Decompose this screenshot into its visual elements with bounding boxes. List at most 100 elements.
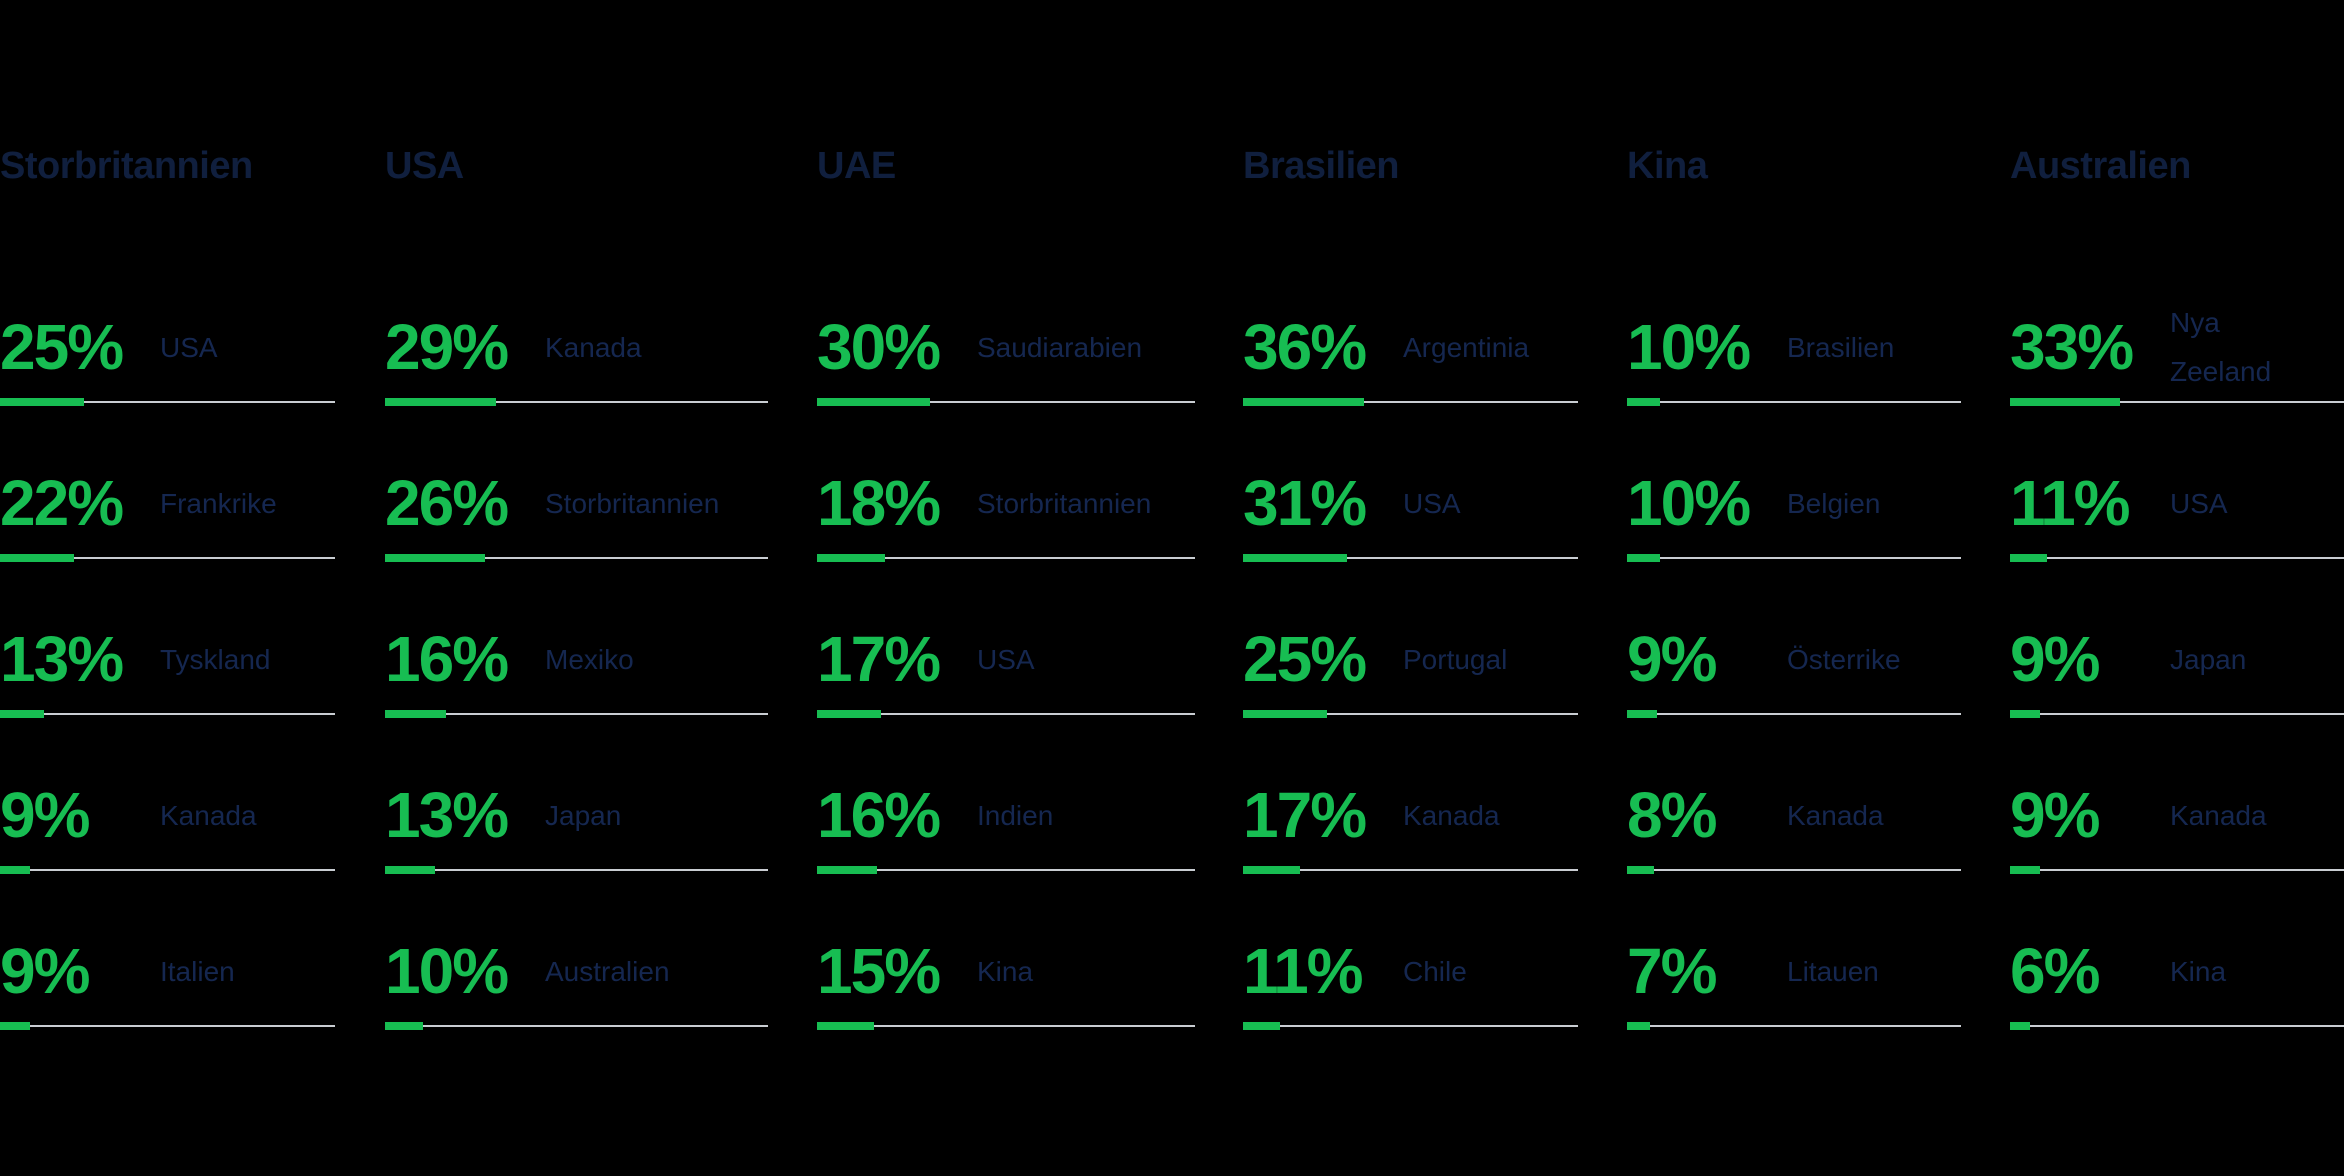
row-content: 25% USA [0, 302, 335, 392]
destination-label: Kanada [2170, 799, 2267, 831]
progress-track [1627, 713, 1961, 715]
progress-track [0, 557, 335, 559]
destination-label: Japan [2170, 643, 2247, 675]
column-header: UAE [817, 145, 896, 187]
row-content: 7% Litauen [1627, 926, 1961, 1016]
progress-track [2010, 869, 2344, 871]
destination-row: 9% Kanada [2010, 770, 2344, 874]
progress-track [385, 1025, 768, 1027]
destination-row: 6% Kina [2010, 926, 2344, 1030]
destination-label: Kina [2170, 955, 2227, 987]
progress-bar [1627, 554, 1961, 562]
percent-value: 9% [0, 935, 91, 1007]
destination-label: Indien [977, 799, 1054, 831]
destination-label: USA [160, 331, 218, 363]
percent-value: 25% [0, 311, 124, 383]
destination-label: Chile [1403, 955, 1467, 987]
progress-track [1627, 869, 1961, 871]
destination-row: 9% Österrike [1627, 614, 1961, 718]
destination-row: 22% Frankrike [0, 458, 335, 562]
destination-label: Japan [545, 799, 622, 831]
progress-track [2010, 401, 2344, 403]
progress-bar [1243, 398, 1578, 406]
row-content: 29% Kanada [385, 302, 768, 392]
progress-fill [1627, 1022, 1651, 1030]
progress-fill [817, 398, 931, 406]
progress-fill [0, 554, 74, 562]
country-column: UAE 30% Saudiarabien 18% Storbritannien 17% US… [817, 0, 1195, 1176]
destination-label: Storbritannien [545, 487, 720, 519]
progress-fill [2010, 554, 2047, 562]
destination-label: Brasilien [1787, 331, 1895, 363]
progress-fill [1243, 554, 1347, 562]
progress-fill [1627, 710, 1658, 718]
progress-fill [385, 1022, 424, 1030]
row-content: 10% Australien [385, 926, 768, 1016]
destination-row: 36% Argentinia [1243, 302, 1578, 406]
progress-bar [817, 1022, 1195, 1030]
column-header: Storbritannien [0, 145, 253, 187]
country-column: Storbritannien 25% USA 22% Frankrike 13% Tyskl… [0, 0, 335, 1176]
progress-track [2010, 1025, 2344, 1027]
progress-fill [1627, 398, 1661, 406]
progress-bar [817, 554, 1195, 562]
destination-label: Österrike [1787, 643, 1901, 675]
progress-bar [385, 398, 768, 406]
progress-fill [817, 1022, 874, 1030]
percent-value: 22% [0, 467, 124, 539]
progress-bar [0, 1022, 335, 1030]
destination-row: 18% Storbritannien [817, 458, 1195, 562]
percent-value: 9% [0, 779, 91, 851]
row-content: 9% Italien [0, 926, 335, 1016]
percent-value: 13% [385, 779, 509, 851]
country-column: USA 29% Kanada 26% Storbritannien 16% Mexiko 13… [385, 0, 768, 1176]
progress-fill [2010, 866, 2041, 874]
column-header: Australien [2010, 145, 2191, 187]
row-content: 36% Argentinia [1243, 302, 1578, 392]
percent-value: 9% [1627, 623, 1718, 695]
progress-track [1243, 869, 1578, 871]
destination-label: Frankrike [160, 487, 277, 519]
progress-track [1627, 1025, 1961, 1027]
progress-bar [817, 710, 1195, 718]
progress-bar [1243, 710, 1578, 718]
progress-track [817, 869, 1195, 871]
row-content: 11% Chile [1243, 926, 1578, 1016]
progress-fill [817, 710, 882, 718]
destination-label: Mexiko [545, 643, 634, 675]
percent-value: 10% [385, 935, 509, 1007]
destination-row: 30% Saudiarabien [817, 302, 1195, 406]
destination-row: 9% Japan [2010, 614, 2344, 718]
row-content: 16% Indien [817, 770, 1195, 860]
percent-value: 13% [0, 623, 124, 695]
destination-label: Litauen [1787, 955, 1879, 987]
destination-row: 25% Portugal [1243, 614, 1578, 718]
progress-track [385, 401, 768, 403]
destination-row: 31% USA [1243, 458, 1578, 562]
progress-bar [2010, 554, 2344, 562]
destination-row: 8% Kanada [1627, 770, 1961, 874]
progress-bar [1243, 866, 1578, 874]
percent-value: 15% [817, 935, 941, 1007]
destination-label: Kanada [160, 799, 257, 831]
percent-value: 10% [1627, 311, 1751, 383]
progress-track [817, 401, 1195, 403]
destination-row: 13% Japan [385, 770, 768, 874]
percent-value: 11% [1243, 935, 1364, 1007]
destination-row: 16% Indien [817, 770, 1195, 874]
row-content: 13% Japan [385, 770, 768, 860]
progress-track [385, 557, 768, 559]
row-content: 17% Kanada [1243, 770, 1578, 860]
progress-fill [0, 398, 84, 406]
destination-row: 15% Kina [817, 926, 1195, 1030]
progress-bar [0, 710, 335, 718]
row-content: 33% Nya Zeeland [2010, 302, 2344, 392]
progress-fill [0, 710, 44, 718]
progress-track [2010, 557, 2344, 559]
destination-label: Portugal [1403, 643, 1508, 675]
progress-bar [817, 398, 1195, 406]
row-content: 31% USA [1243, 458, 1578, 548]
progress-fill [385, 866, 435, 874]
progress-track [385, 713, 768, 715]
